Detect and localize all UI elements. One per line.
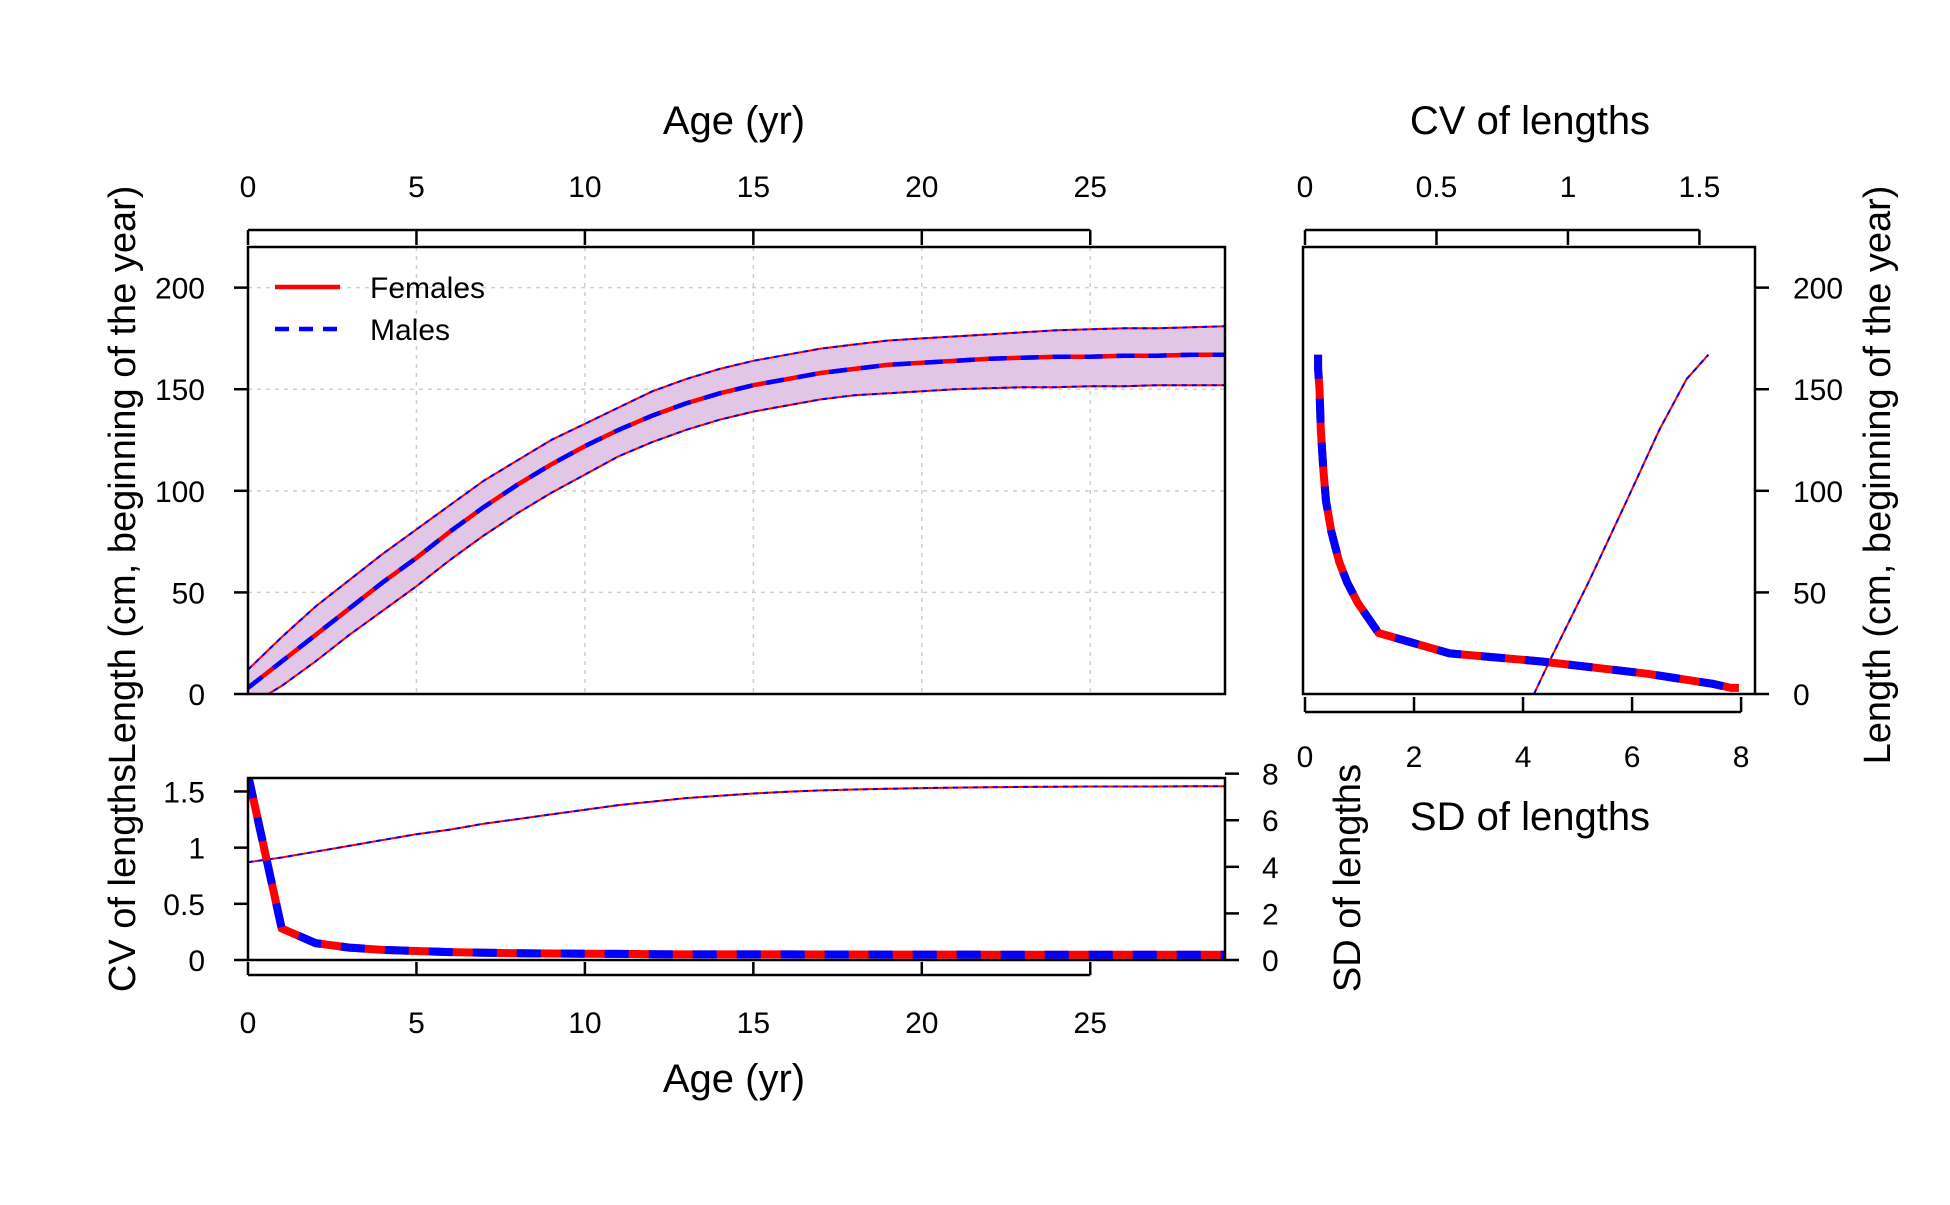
growth-y-tick-label: 100 [155, 476, 205, 509]
cv-panel-y-tick-label: 100 [1793, 476, 1843, 509]
cv-age-y-tick-label: 1 [188, 833, 205, 866]
age-panel-plot-area [248, 778, 1225, 959]
growth-frame [246, 245, 1227, 696]
sd-age-y-tick-label: 8 [1262, 759, 1279, 792]
age-x-axis-label-bottom: Age (yr) [663, 1057, 805, 1101]
growth-panel: 0 5 10 15 20 25 0 50 100 150 200 Females Males [155, 171, 1227, 712]
cv-panel-y-tick-label: 50 [1793, 577, 1826, 610]
sd-bottom-tick-label: 6 [1624, 741, 1641, 774]
growth-top-tick-label: 5 [408, 171, 425, 204]
growth-ci-band [248, 326, 1225, 694]
growth-x-axis-label: Age (yr) [663, 99, 805, 143]
growth-y-tick-label: 50 [172, 577, 205, 610]
sd-axis-label: SD of lengths [1410, 795, 1650, 839]
cv-line-males [1314, 354, 1739, 692]
growth-y-tick-label: 150 [155, 374, 205, 407]
cv-age-y-tick-label: 1.5 [163, 776, 205, 809]
sd-bottom-tick-label: 4 [1515, 741, 1532, 774]
cv-age-line-females [248, 778, 1225, 959]
age-bottom-tick-label: 0 [240, 1007, 257, 1040]
age-bottom-tick-label: 10 [568, 1007, 601, 1040]
cv-age-y-tick-label: 0 [188, 945, 205, 978]
sd-bottom-tick-label: 2 [1406, 741, 1423, 774]
legend-label-females: Females [370, 272, 485, 305]
age-bottom-tick-label: 25 [1074, 1007, 1107, 1040]
cv-age-y-tick-label: 0.5 [163, 889, 205, 922]
cv-sd-age-panel: 0 5 10 15 20 25 0 0.5 1 1.5 0 2 4 6 8 [163, 759, 1278, 1040]
cv-top-tick-label: 1 [1560, 171, 1577, 204]
cv-panel-y-tick-label: 150 [1793, 374, 1843, 407]
sd-age-y-tick-label: 6 [1262, 805, 1279, 838]
growth-y-axis-label: Length (cm, beginning of the year) [102, 186, 144, 765]
sd-age-y-tick-label: 0 [1262, 945, 1279, 978]
growth-lower-male [266, 384, 1225, 694]
cv-top-tick-label: 0 [1297, 171, 1314, 204]
sd-age-line-males [248, 785, 1225, 864]
growth-line-males [248, 352, 1225, 690]
cv-line-females [1314, 354, 1739, 692]
cv-panel-plot-area [1314, 354, 1739, 694]
cv-panel-frame [1301, 245, 1757, 696]
age-panel-frame [246, 776, 1227, 962]
sd-line-females [1533, 354, 1710, 694]
cv-panel-y-axis-label: Length (cm, beginning of the year) [1857, 186, 1899, 765]
growth-plot-area [248, 247, 1225, 694]
sd-age-y-tick-label: 4 [1262, 852, 1279, 885]
age-bottom-tick-label: 20 [905, 1007, 938, 1040]
growth-top-tick-label: 0 [240, 171, 257, 204]
cv-top-tick-label: 0.5 [1416, 171, 1458, 204]
sd-bottom-tick-label: 8 [1733, 741, 1750, 774]
sd-bottom-tick-label: 0 [1297, 741, 1314, 774]
growth-top-tick-label: 15 [737, 171, 770, 204]
sd-age-y-tick-label: 2 [1262, 898, 1279, 931]
cv-y-axis-label: CV of lengths [102, 764, 144, 992]
growth-y-tick-label: 200 [155, 273, 205, 306]
sd-line-males [1533, 354, 1710, 694]
sd-age-line-females [248, 785, 1225, 864]
growth-upper-male [248, 325, 1225, 671]
growth-top-tick-label: 25 [1074, 171, 1107, 204]
cv-top-tick-label: 1.5 [1679, 171, 1721, 204]
sd-y-axis-label: SD of lengths [1327, 764, 1369, 992]
cv-panel-y-tick-label: 200 [1793, 273, 1843, 306]
growth-y-tick-label: 0 [188, 679, 205, 712]
legend-label-males: Males [370, 314, 450, 347]
age-bottom-tick-label: 5 [408, 1007, 425, 1040]
growth-top-tick-label: 10 [568, 171, 601, 204]
growth-top-tick-label: 20 [905, 171, 938, 204]
age-bottom-tick-label: 15 [737, 1007, 770, 1040]
cv-age-line-males [248, 778, 1225, 959]
cv-panel-y-tick-label: 0 [1793, 679, 1810, 712]
cv-sd-panel: 0 0.5 1 1.5 0 2 4 6 8 0 50 100 150 200 [1297, 171, 1843, 774]
cv-axis-label: CV of lengths [1410, 99, 1650, 143]
